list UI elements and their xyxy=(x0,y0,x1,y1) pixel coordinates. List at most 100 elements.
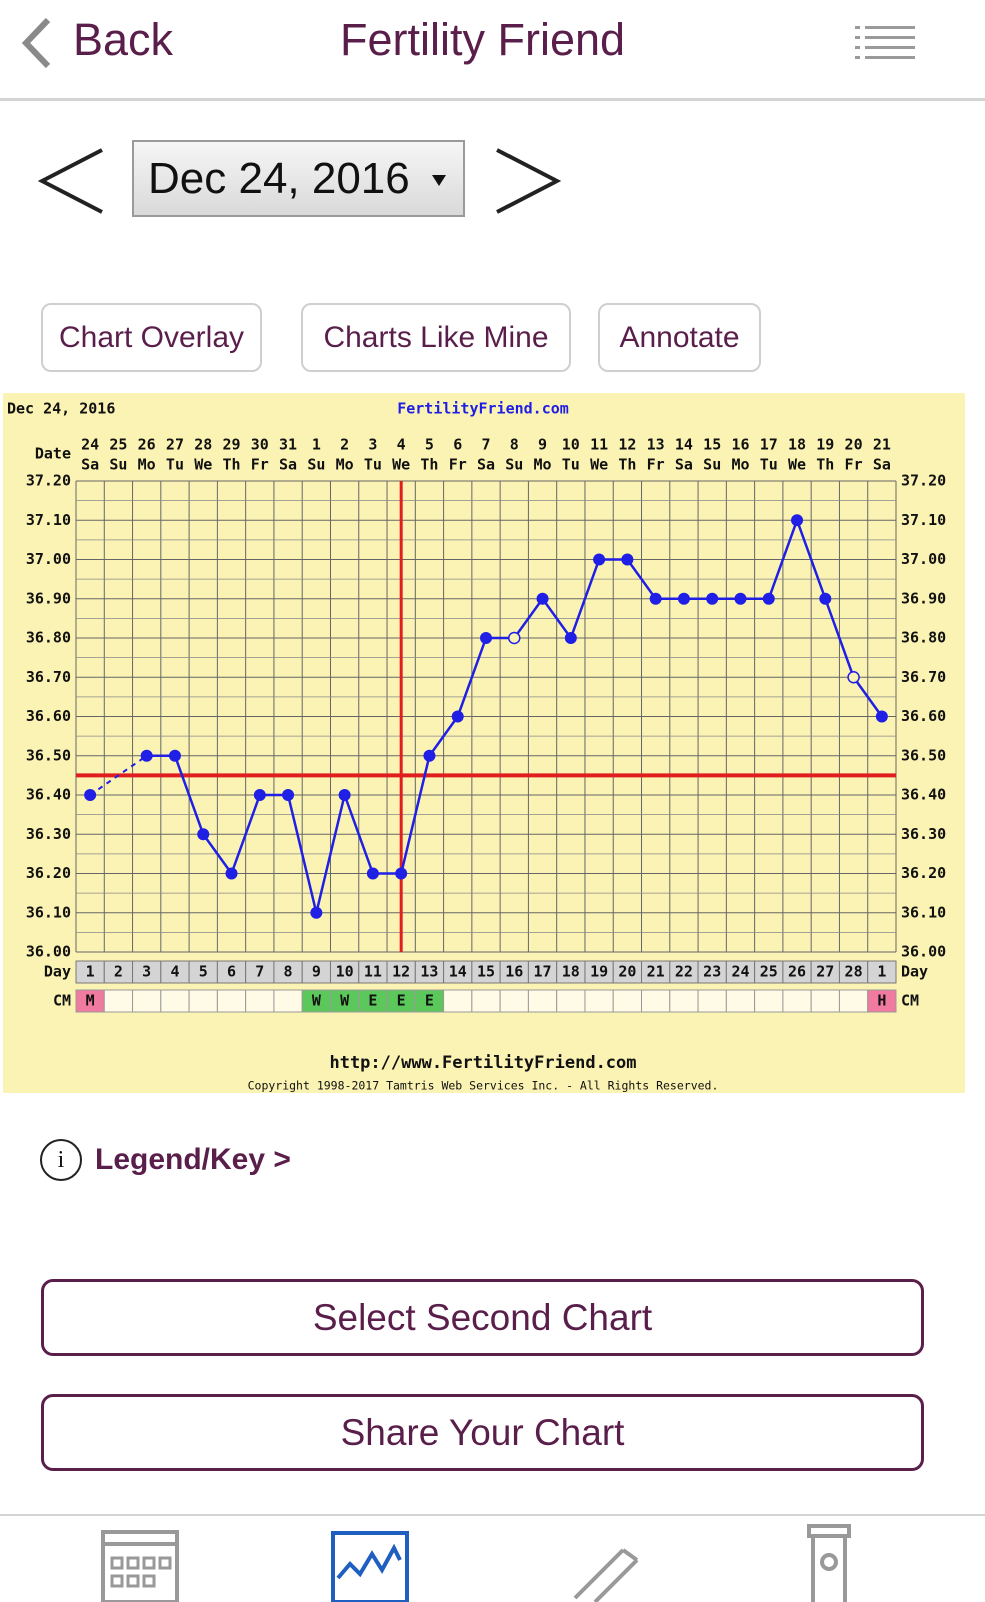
cm-cell xyxy=(838,989,869,1013)
weekday-label: Tu xyxy=(166,456,184,474)
weekday-label: Sa xyxy=(675,456,693,474)
date-label: 19 xyxy=(816,436,834,454)
gap-connector xyxy=(89,754,148,796)
day-row-label: Day xyxy=(44,963,71,981)
annotate-button[interactable]: Annotate xyxy=(598,303,761,372)
x-tick-label: 25 xyxy=(760,963,778,981)
weekday-label: We xyxy=(194,456,212,474)
nav-bar: Back Fertility Friend xyxy=(0,0,985,101)
day-row-label-right: Day xyxy=(901,963,928,981)
x-tick-label: 22 xyxy=(675,963,693,981)
date-label: 12 xyxy=(618,436,636,454)
cm-cell xyxy=(867,989,897,1013)
legend-link[interactable]: i Legend/Key > xyxy=(40,1137,291,1183)
date-label: 4 xyxy=(397,436,406,454)
date-label: 11 xyxy=(590,436,608,454)
date-label: 20 xyxy=(845,436,863,454)
x-tick-label: 6 xyxy=(227,963,236,981)
thermometer-tab[interactable] xyxy=(565,1522,645,1602)
cm-label: E xyxy=(368,992,377,1010)
y-tick-label-right: 36.60 xyxy=(901,707,946,725)
weekday-label: Th xyxy=(222,456,240,474)
weekday-label: Th xyxy=(816,456,834,474)
y-tick-label-right: 36.50 xyxy=(901,746,946,764)
x-tick-label: 17 xyxy=(534,963,552,981)
weekday-label: Th xyxy=(420,456,438,474)
temperature-point xyxy=(791,514,804,527)
temperature-point xyxy=(253,789,266,801)
weekday-label: Tu xyxy=(562,456,580,474)
temperature-point xyxy=(762,592,775,605)
date-label: 8 xyxy=(510,436,519,454)
cm-cell xyxy=(810,989,840,1013)
date-label: 13 xyxy=(647,436,665,454)
copyright: Copyright 1998-2017 Tamtris Web Services… xyxy=(248,1079,719,1093)
weekday-label: Su xyxy=(703,456,721,474)
chart-background xyxy=(3,393,965,1093)
cm-label: H xyxy=(877,992,886,1010)
prev-date[interactable] xyxy=(38,146,106,216)
temperature-point xyxy=(366,867,379,880)
date-label: 30 xyxy=(251,436,269,454)
date-label: 26 xyxy=(138,436,156,454)
weekday-label: We xyxy=(392,456,410,474)
x-tick-label: 28 xyxy=(845,963,863,981)
calendar-tab[interactable] xyxy=(100,1524,180,1602)
weekday-label: Tu xyxy=(760,456,778,474)
y-tick-label: 37.00 xyxy=(26,550,71,568)
temperature-point xyxy=(677,592,690,605)
y-tick-label-right: 36.00 xyxy=(901,943,946,961)
next-date[interactable] xyxy=(493,146,561,216)
temperature-point xyxy=(508,631,521,645)
cm-cell xyxy=(132,989,162,1013)
back-icon[interactable] xyxy=(18,16,54,70)
temperature-point xyxy=(649,592,662,605)
cm-cell xyxy=(188,989,218,1013)
x-tick-label: 18 xyxy=(562,963,580,981)
cm-row-label: CM xyxy=(53,992,71,1010)
temperature-point xyxy=(84,789,97,801)
temperature-point xyxy=(819,592,832,605)
x-tick-label: 3 xyxy=(142,963,151,981)
footer-url: http://www.FertilityFriend.com xyxy=(329,1053,636,1073)
weekday-label: Fr xyxy=(647,456,665,474)
temperature-point xyxy=(395,867,408,880)
cm-cell xyxy=(103,989,134,1013)
date-label: 3 xyxy=(368,436,377,454)
temperature-point xyxy=(310,906,323,919)
y-tick-label-right: 37.10 xyxy=(901,511,946,529)
x-tick-label: 5 xyxy=(199,963,208,981)
back-button[interactable]: Back xyxy=(73,14,174,65)
date-label: 6 xyxy=(453,436,462,454)
temperature-point xyxy=(140,749,153,762)
cm-cell xyxy=(471,989,501,1013)
date-label: 21 xyxy=(873,436,891,454)
x-tick-label: 16 xyxy=(505,963,523,981)
share-chart-button[interactable]: Share Your Chart xyxy=(41,1394,924,1471)
charts-like-mine-button[interactable]: Charts Like Mine xyxy=(301,303,571,372)
temperature-point xyxy=(706,592,719,605)
x-tick-label: 10 xyxy=(336,963,354,981)
cm-label: W xyxy=(340,992,350,1010)
x-tick-label: 26 xyxy=(788,963,806,981)
weekday-label: Su xyxy=(505,456,523,474)
chart-overlay-button[interactable]: Chart Overlay xyxy=(41,303,262,372)
cm-cell xyxy=(245,989,275,1013)
select-second-chart-button[interactable]: Select Second Chart xyxy=(41,1279,924,1356)
date-label: 25 xyxy=(109,436,127,454)
temperature-point xyxy=(875,710,888,723)
weekday-label: Mo xyxy=(534,456,552,474)
date-label: 28 xyxy=(194,436,212,454)
x-tick-label: 4 xyxy=(170,963,179,981)
temperature-point xyxy=(480,632,492,644)
weekday-label: Sa xyxy=(873,456,891,474)
weekday-label: Mo xyxy=(731,456,749,474)
y-tick-label-right: 36.40 xyxy=(901,786,946,804)
y-tick-label: 36.30 xyxy=(26,825,71,843)
y-tick-label: 36.70 xyxy=(26,668,71,686)
temperature-point xyxy=(734,592,747,605)
menu-icon[interactable] xyxy=(855,24,915,62)
date-picker[interactable]: Dec 24, 2016 xyxy=(132,140,465,217)
test-tab[interactable] xyxy=(805,1522,855,1602)
chart-tab[interactable] xyxy=(330,1530,410,1602)
